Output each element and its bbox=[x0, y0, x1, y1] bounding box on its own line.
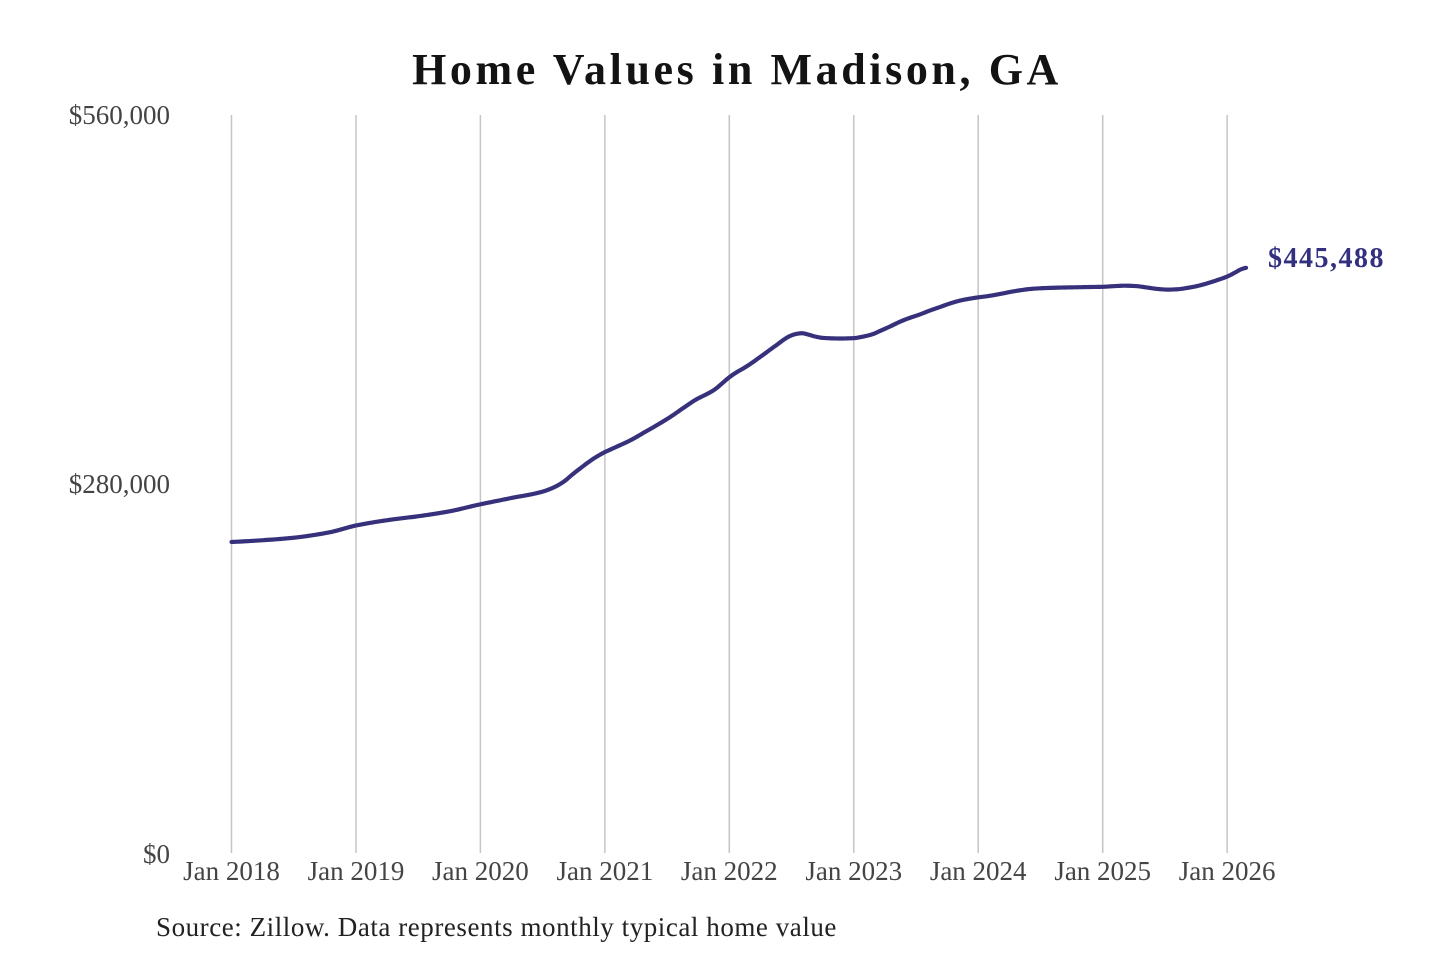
svg-text:$445,488: $445,488 bbox=[1268, 243, 1385, 274]
svg-text:$280,000: $280,000 bbox=[69, 469, 170, 499]
svg-text:$0: $0 bbox=[143, 839, 170, 869]
svg-text:Jan 2026: Jan 2026 bbox=[1179, 856, 1276, 886]
svg-text:Jan 2020: Jan 2020 bbox=[432, 856, 529, 886]
svg-text:Jan 2022: Jan 2022 bbox=[681, 856, 778, 886]
svg-text:$560,000: $560,000 bbox=[69, 100, 170, 130]
svg-text:Jan 2019: Jan 2019 bbox=[308, 856, 405, 886]
svg-text:Jan 2018: Jan 2018 bbox=[183, 856, 280, 886]
svg-text:Jan 2021: Jan 2021 bbox=[557, 856, 654, 886]
svg-text:Jan 2025: Jan 2025 bbox=[1054, 856, 1151, 886]
svg-text:Home Values in Madison, GA: Home Values in Madison, GA bbox=[412, 45, 1062, 94]
svg-text:Source: Zillow. Data represent: Source: Zillow. Data represents monthly … bbox=[156, 912, 837, 942]
svg-text:Jan 2024: Jan 2024 bbox=[930, 856, 1027, 886]
svg-text:Jan 2023: Jan 2023 bbox=[805, 856, 902, 886]
